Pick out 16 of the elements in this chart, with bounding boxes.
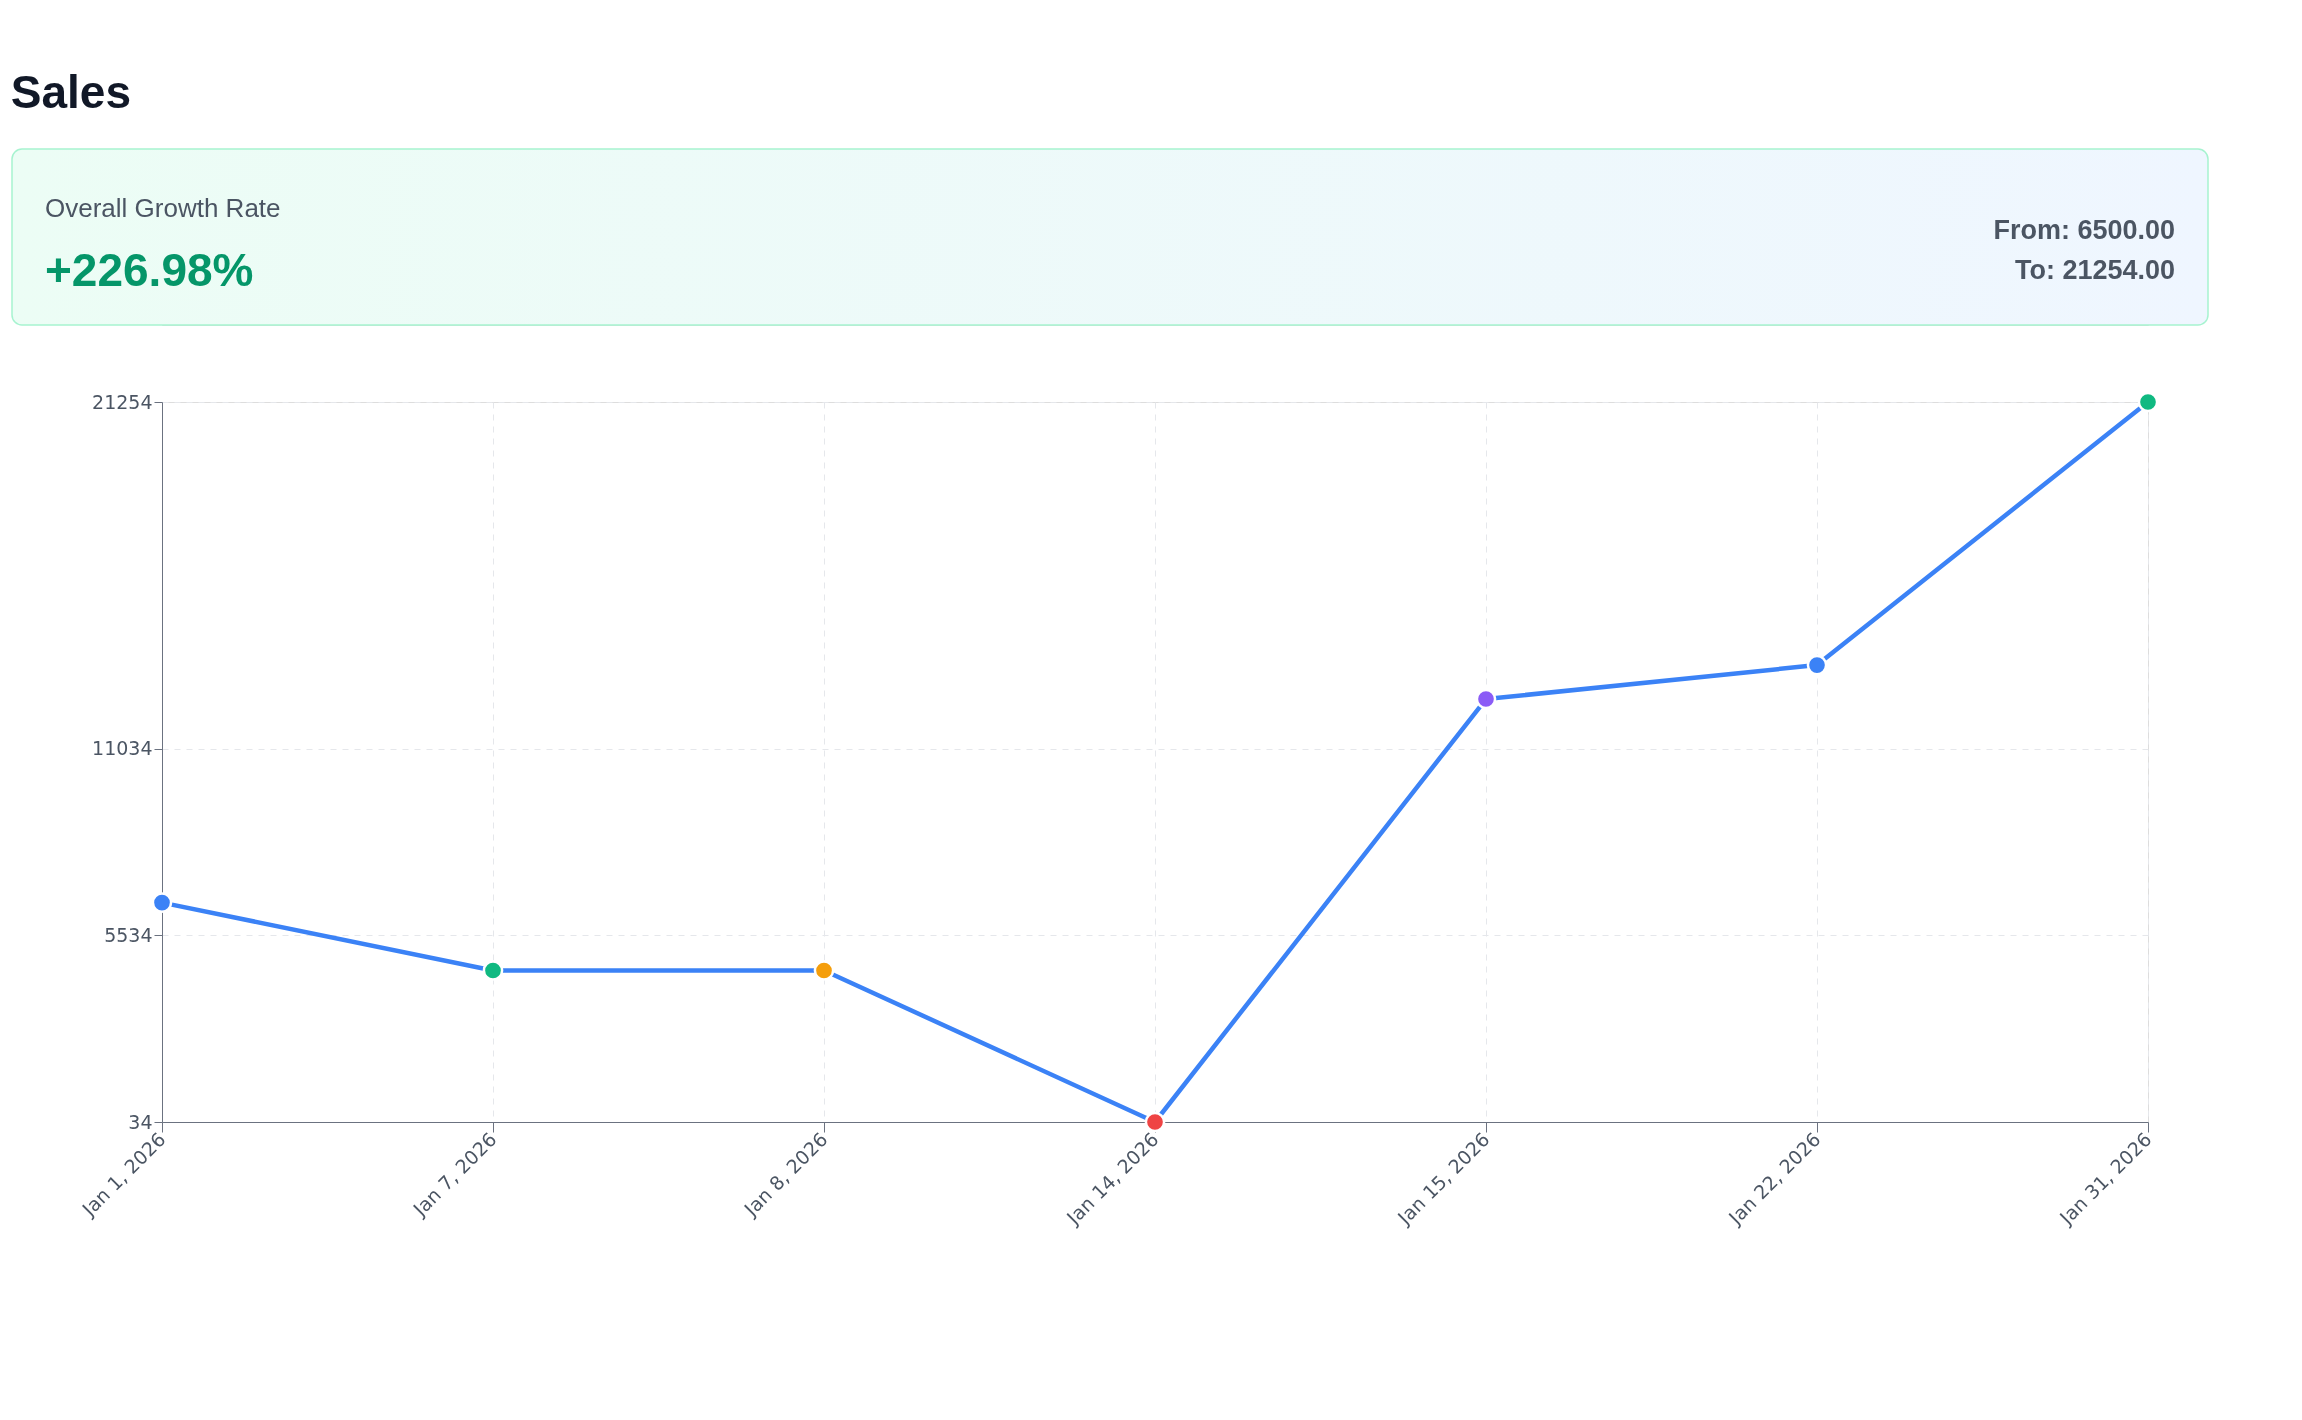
point xyxy=(482,960,504,981)
point xyxy=(151,892,173,913)
text: Overall Growth Rate xyxy=(45,193,281,223)
y-tick-label: 5534 xyxy=(104,923,153,946)
point xyxy=(1806,654,1828,676)
y-tick-label: 21254 xyxy=(92,390,153,413)
text: To: 21254.00 xyxy=(2014,255,2175,285)
text: +226.98% xyxy=(45,244,254,296)
chart-title: Sales xyxy=(10,65,131,118)
point xyxy=(1144,1111,1166,1133)
point xyxy=(2137,391,2159,413)
y-tick-label: 34 xyxy=(128,1110,153,1133)
point xyxy=(813,960,835,981)
y-tick-label: 11034 xyxy=(92,737,153,760)
text: From: 6500.00 xyxy=(1993,215,2175,245)
point xyxy=(1475,688,1497,710)
